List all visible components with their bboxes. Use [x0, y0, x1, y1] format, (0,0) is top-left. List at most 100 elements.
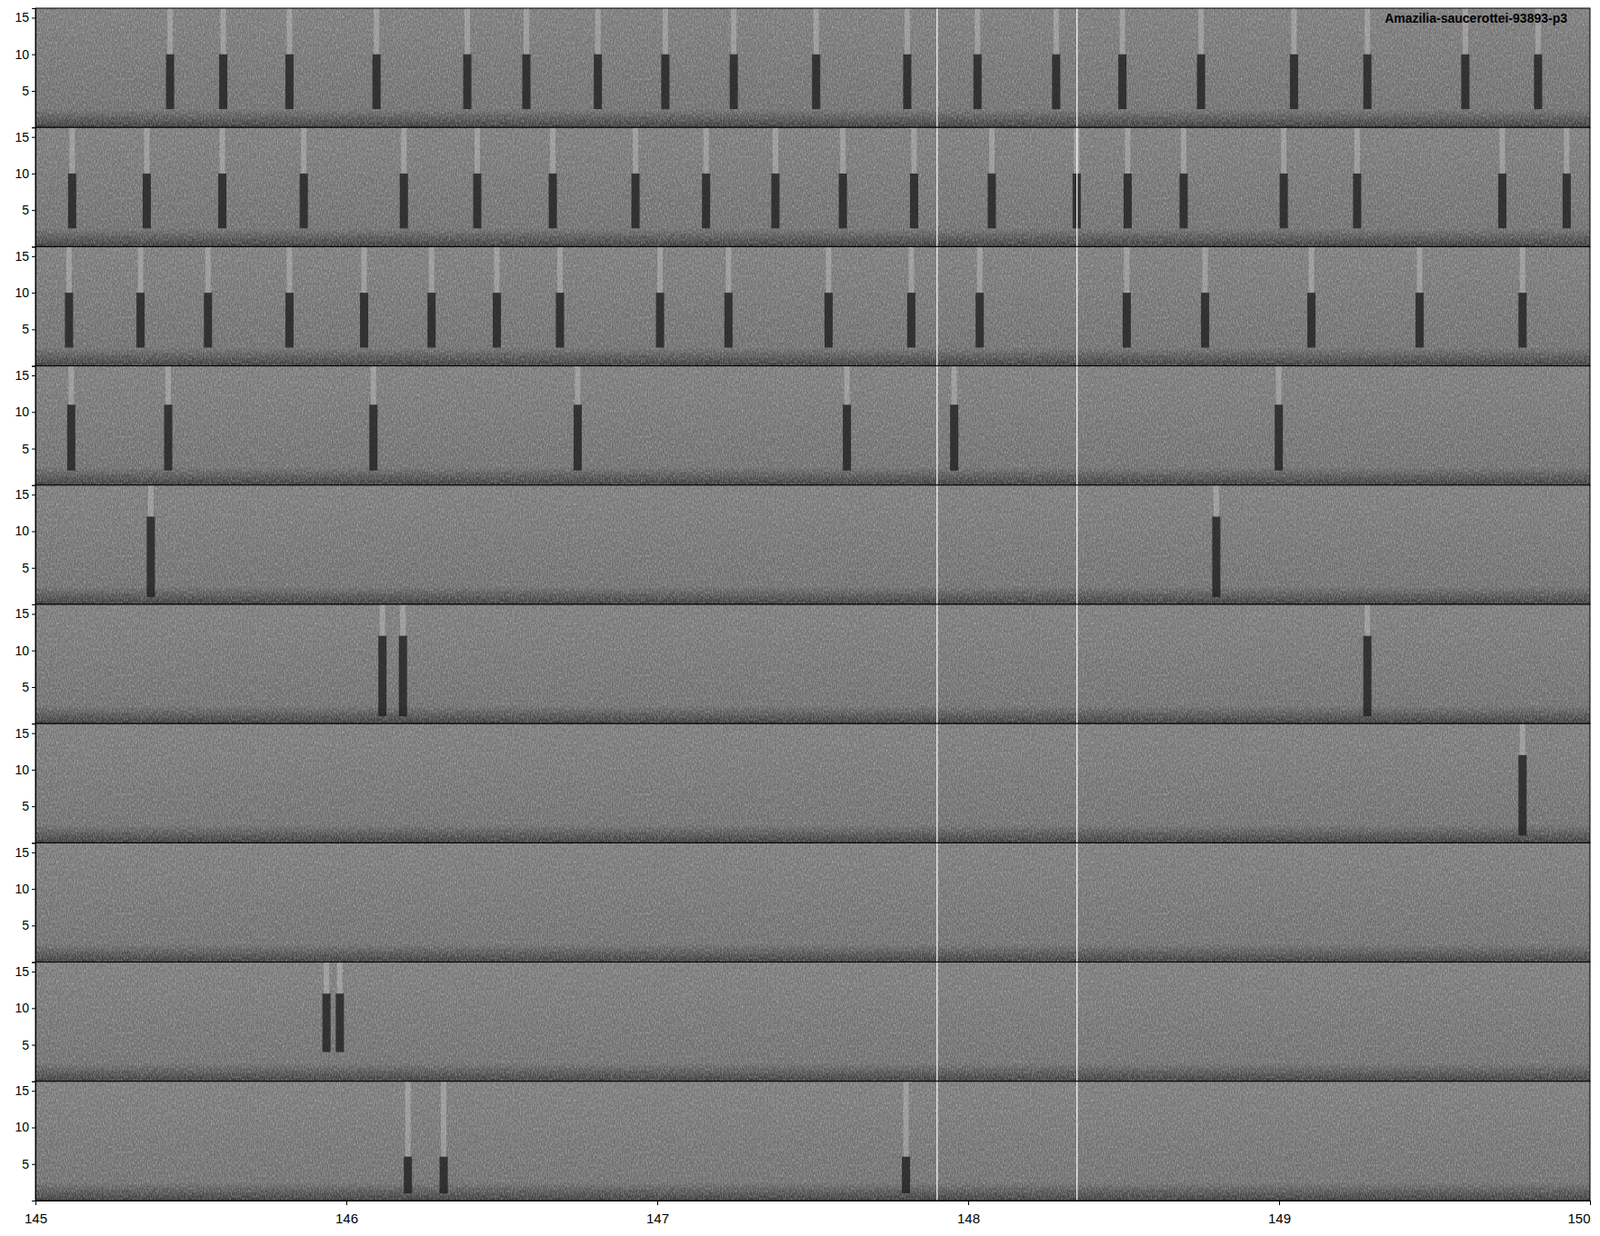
y-tick: 15 — [14, 130, 36, 145]
call-harmonics — [1180, 127, 1187, 174]
x-tick-label: 146 — [335, 1210, 359, 1227]
y-tick-label: 10 — [14, 1120, 30, 1135]
call-energy — [463, 54, 472, 110]
call-harmonics — [703, 127, 710, 174]
call — [166, 8, 175, 110]
call-harmonics — [557, 246, 563, 293]
call — [136, 246, 145, 348]
call-harmonics — [1120, 8, 1126, 55]
y-tick: 10 — [14, 166, 36, 181]
call — [1352, 127, 1361, 229]
call — [322, 962, 331, 1053]
call-energy — [146, 516, 155, 598]
row-frame — [35, 604, 1590, 724]
call-harmonics — [1202, 246, 1209, 293]
call-energy — [842, 404, 851, 470]
row-frame — [35, 485, 1590, 605]
call — [975, 246, 984, 348]
y-tick-label: 10 — [14, 285, 30, 300]
call-energy — [1352, 173, 1361, 229]
y-axis-line — [31, 366, 37, 486]
call — [492, 246, 501, 348]
y-tick-label: 10 — [14, 762, 30, 778]
y-tick: 5 — [21, 918, 36, 933]
call-harmonics — [429, 246, 435, 293]
call-harmonics — [844, 366, 850, 406]
call-harmonics — [1563, 127, 1570, 174]
y-tick-label: 10 — [14, 166, 30, 181]
x-tick-label: 148 — [957, 1210, 980, 1227]
y-tick: 5 — [21, 321, 36, 337]
call-energy — [1122, 292, 1131, 348]
x-tick: 147 — [646, 1200, 670, 1227]
call-harmonics — [903, 1081, 910, 1158]
call-energy — [902, 54, 911, 110]
x-tick-mark — [1590, 1200, 1591, 1206]
noise — [35, 723, 1590, 843]
marker-line — [936, 842, 938, 962]
call-harmonics — [1520, 246, 1526, 293]
call-energy — [522, 54, 531, 110]
y-tick-mark — [31, 1045, 36, 1047]
call — [902, 8, 911, 110]
call — [522, 8, 531, 110]
background — [35, 604, 1590, 724]
y-tick-label: 15 — [14, 249, 30, 264]
call-energy — [360, 292, 369, 348]
call-harmonics — [66, 246, 72, 293]
y-tick-label: 10 — [14, 404, 30, 420]
row-plot — [35, 366, 1590, 486]
call-harmonics — [1213, 485, 1220, 518]
call — [901, 1081, 910, 1194]
y-tick-label: 15 — [14, 10, 30, 25]
call-harmonics — [974, 8, 980, 55]
y-tick: 10 — [14, 285, 36, 300]
call-energy — [549, 173, 558, 229]
y-axis: 51015 — [14, 485, 36, 605]
call — [285, 8, 294, 110]
call-harmonics — [148, 485, 154, 518]
spectrogram-row: 51015 — [14, 1081, 1590, 1202]
y-tick: 15 — [14, 368, 36, 383]
y-axis: 5 10 15 — [14, 247, 36, 367]
call-harmonics — [300, 127, 307, 174]
y-tick-label: 15 — [14, 606, 30, 621]
call — [555, 246, 564, 348]
y-tick-mark — [31, 568, 36, 570]
row-frame — [35, 127, 1590, 247]
call-energy — [1290, 54, 1299, 110]
call-energy — [67, 404, 76, 470]
call — [1211, 485, 1220, 598]
y-tick-label: 5 — [21, 321, 30, 337]
call — [399, 604, 408, 717]
marker-line — [1076, 1081, 1078, 1201]
call — [1200, 246, 1210, 348]
row-plot — [35, 962, 1590, 1082]
row-plot — [35, 485, 1590, 605]
call-energy — [300, 173, 309, 229]
call-harmonics — [951, 366, 958, 406]
call-energy — [701, 173, 710, 229]
background — [35, 366, 1590, 486]
call — [770, 127, 780, 229]
call-harmonics — [220, 8, 227, 55]
y-tick-label: 5 — [21, 918, 30, 933]
call-energy — [372, 54, 381, 110]
y-tick-label: 15 — [14, 368, 30, 383]
row-frame — [35, 842, 1590, 962]
y-tick-mark — [31, 1164, 36, 1166]
call-energy — [472, 173, 481, 229]
call-energy — [1118, 54, 1127, 110]
call-energy — [1460, 54, 1470, 110]
call-harmonics — [286, 8, 292, 55]
call-harmonics — [167, 8, 173, 55]
call-harmonics — [840, 127, 846, 174]
call-harmonics — [440, 1081, 447, 1158]
y-tick-label: 10 — [14, 643, 30, 659]
row-plot — [35, 127, 1590, 247]
call — [1498, 127, 1507, 229]
call — [1051, 8, 1060, 110]
call — [1518, 723, 1527, 836]
y-tick-mark — [31, 449, 36, 450]
y-axis: 51015 — [14, 9, 36, 129]
